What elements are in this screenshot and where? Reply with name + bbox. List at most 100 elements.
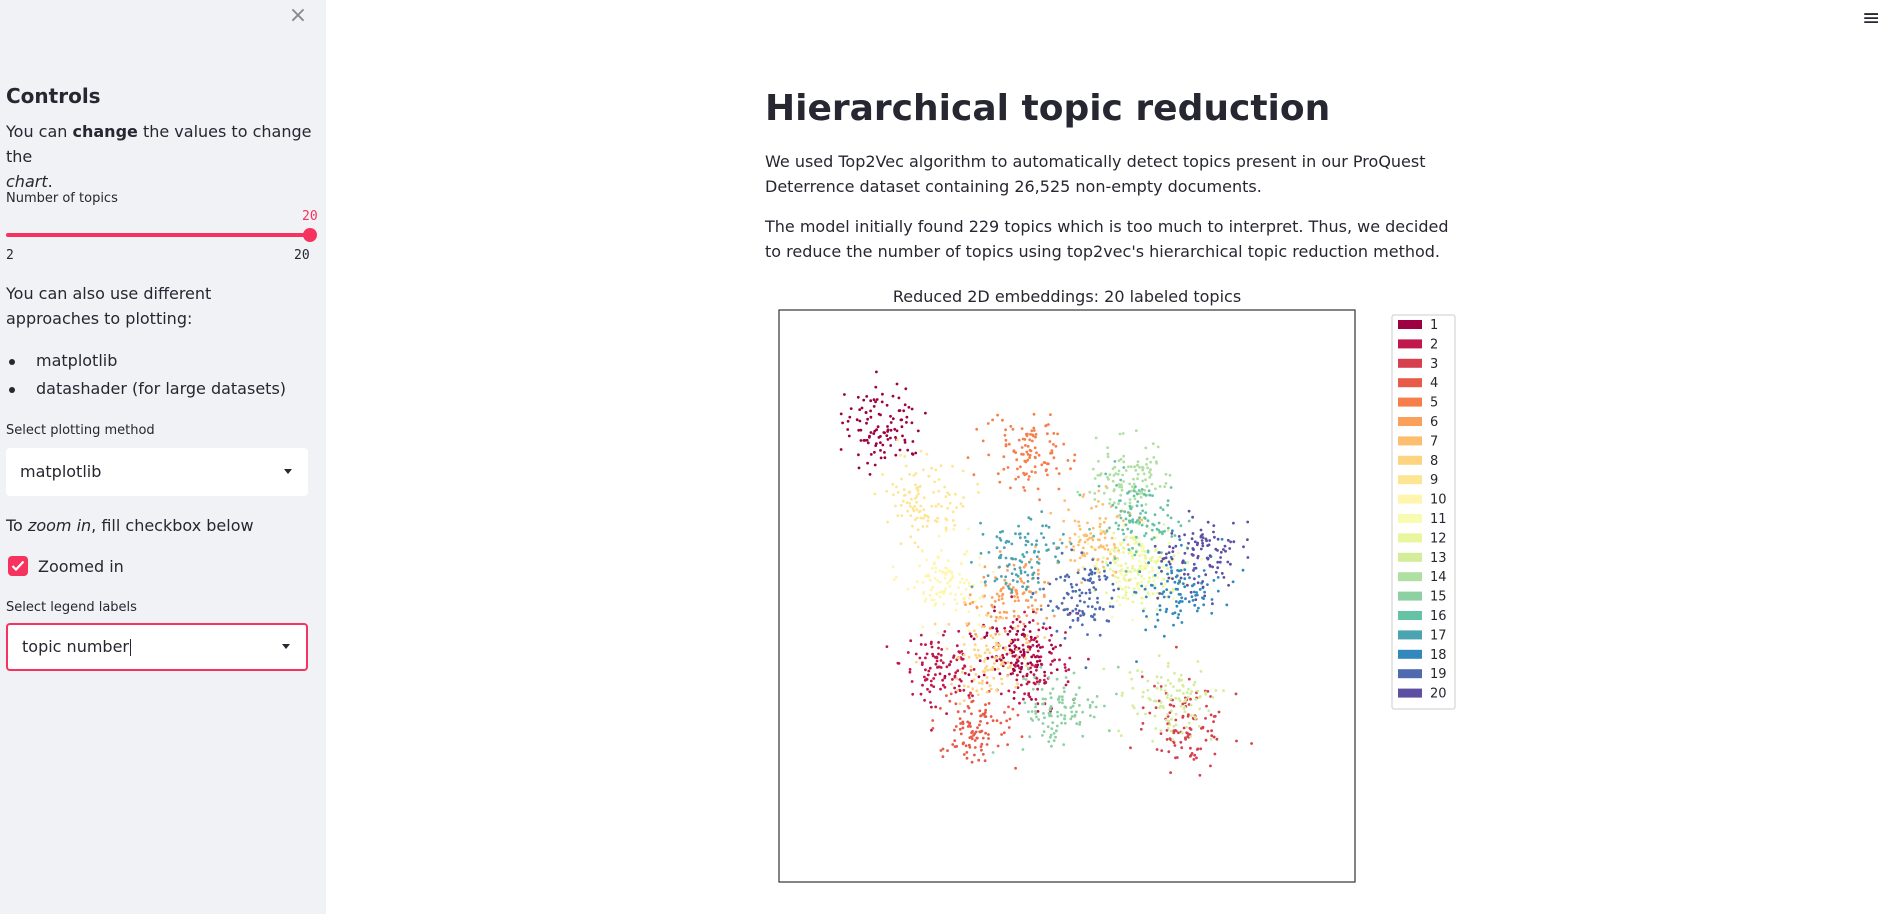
scatter-point <box>1106 452 1110 456</box>
scatter-point <box>1175 689 1179 692</box>
scatter-point <box>963 710 966 713</box>
scatter-point <box>1030 655 1034 659</box>
scatter-point <box>1051 647 1055 651</box>
scatter-point <box>879 441 882 444</box>
scatter-point <box>1034 702 1038 706</box>
legend-labels-select[interactable]: topic number <box>6 623 308 671</box>
scatter-point <box>1030 710 1034 713</box>
scatter-point <box>928 690 932 694</box>
close-sidebar-icon[interactable]: × <box>288 3 308 28</box>
scatter-point <box>1046 432 1049 436</box>
scatter-point <box>902 488 906 492</box>
scatter-point <box>1077 568 1080 572</box>
scatter-point <box>937 489 941 493</box>
scatter-point <box>1082 533 1086 537</box>
scatter-point <box>1094 436 1098 440</box>
scatter-point <box>958 580 962 584</box>
scatter-point <box>948 663 951 666</box>
scatter-point <box>1032 571 1036 575</box>
scatter-point <box>1045 549 1049 552</box>
scatter-point <box>961 667 965 670</box>
scatter-point <box>911 524 914 528</box>
scatter-point <box>944 495 948 498</box>
scatter-point <box>1226 538 1230 542</box>
scatter-point <box>1036 635 1040 638</box>
scatter-point <box>857 466 861 470</box>
scatter-point <box>1037 562 1041 565</box>
scatter-point <box>1044 627 1048 631</box>
scatter-point <box>961 657 965 661</box>
scatter-point <box>1055 547 1059 550</box>
scatter-point <box>1162 634 1166 638</box>
scatter-point <box>1196 554 1200 558</box>
scatter-point <box>1115 515 1119 519</box>
zoom-checkbox[interactable] <box>8 556 28 576</box>
scatter-point <box>1198 707 1202 711</box>
plot-frame <box>778 309 1356 883</box>
scatter-point <box>933 604 936 607</box>
scatter-point <box>1023 692 1026 696</box>
scatter-point <box>1201 544 1205 548</box>
legend-swatch-12 <box>1398 533 1422 543</box>
legend-swatch-2 <box>1398 339 1422 349</box>
scatter-point <box>975 606 979 610</box>
topic-4-points <box>931 669 1024 770</box>
scatter-point <box>868 473 872 476</box>
scatter-point <box>1128 570 1131 573</box>
hamburger-menu-icon[interactable]: ≡ <box>1862 6 1881 31</box>
scatter-point <box>1128 514 1132 517</box>
scatter-point <box>1156 681 1160 685</box>
scatter-point <box>1222 548 1225 551</box>
slider-thumb[interactable] <box>303 228 317 242</box>
scatter-point <box>1113 575 1117 579</box>
scatter-point <box>1207 709 1211 713</box>
scatter-point <box>1163 529 1166 533</box>
scatter-point <box>1144 503 1148 506</box>
slider-track[interactable] <box>6 233 310 237</box>
scatter-point <box>1036 568 1040 572</box>
scatter-point <box>1069 558 1072 562</box>
scatter-point <box>1004 541 1008 544</box>
scatter-point <box>1171 738 1175 742</box>
scatter-point <box>995 615 998 619</box>
scatter-point <box>1027 692 1031 695</box>
scatter-point <box>1080 551 1084 555</box>
scatter-point <box>958 572 961 576</box>
scatter-point <box>1054 577 1058 581</box>
scatter-point <box>1069 582 1073 586</box>
scatter-point <box>893 427 897 431</box>
scatter-point <box>1141 695 1145 699</box>
scatter-point <box>1139 512 1142 515</box>
scatter-point <box>1209 713 1213 717</box>
scatter-point <box>1105 576 1109 579</box>
scatter-point <box>1010 595 1014 599</box>
scatter-point <box>949 592 952 596</box>
scatter-point <box>966 685 970 688</box>
scatter-point <box>901 434 904 438</box>
scatter-point <box>1075 611 1078 615</box>
scatter-point <box>980 729 984 733</box>
scatter-point <box>969 669 973 672</box>
scatter-point <box>1150 528 1154 532</box>
scatter-point <box>965 751 969 754</box>
scatter-point <box>1032 638 1036 642</box>
plot-method-select[interactable]: matplotlib <box>6 448 308 496</box>
scatter-point <box>925 525 929 528</box>
scatter-point <box>886 425 889 428</box>
scatter-point <box>1029 666 1032 670</box>
scatter-point <box>1070 585 1074 589</box>
scatter-point <box>1022 628 1025 631</box>
scatter-point <box>988 684 992 687</box>
scatter-point <box>1176 587 1179 591</box>
scatter-point <box>961 722 965 725</box>
scatter-point <box>1121 541 1124 545</box>
scatter-point <box>1137 559 1141 563</box>
scatter-point <box>1130 677 1134 681</box>
scatter-point <box>1168 711 1172 714</box>
scatter-point <box>1063 666 1067 669</box>
scatter-point <box>949 692 953 696</box>
scatter-point <box>1008 717 1012 721</box>
scatter-point <box>1201 726 1205 730</box>
scatter-point <box>1052 614 1056 618</box>
scatter-point <box>1074 607 1078 611</box>
